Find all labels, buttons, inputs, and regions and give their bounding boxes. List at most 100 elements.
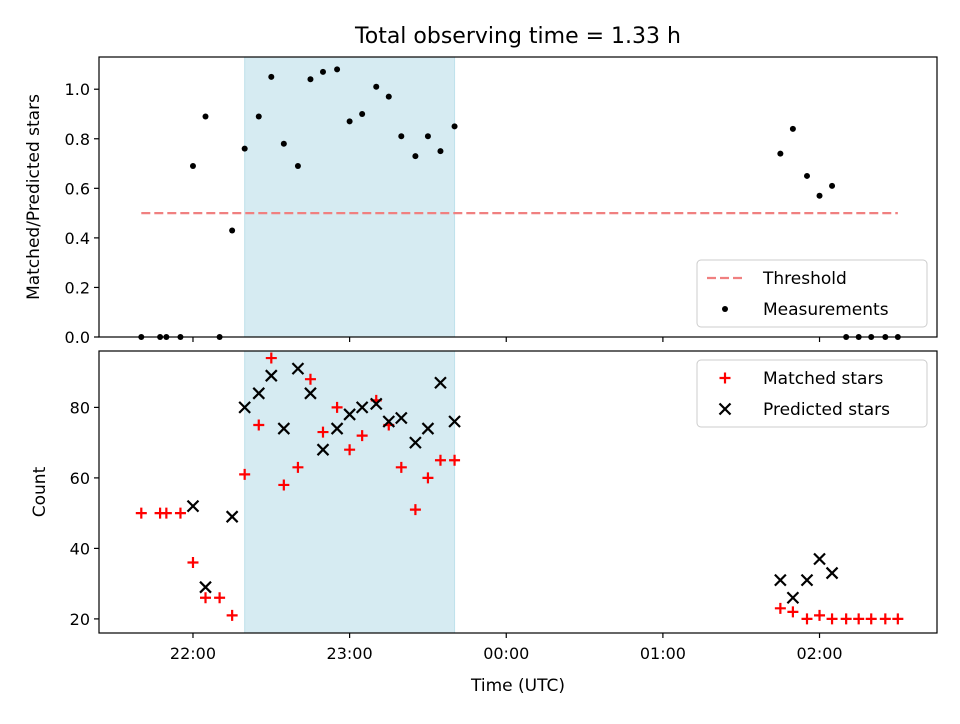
matched-point: [892, 613, 904, 625]
matched-point: [826, 613, 838, 625]
legend-matched-swatch: [719, 372, 731, 384]
series-predicted-stars: [186, 362, 839, 605]
measurement-point: [829, 182, 836, 189]
predicted-point: [800, 573, 814, 587]
matched-point: [865, 613, 877, 625]
predicted-point: [304, 387, 317, 400]
predicted-point: [199, 580, 212, 594]
y-tick-label: 40: [70, 539, 90, 558]
x-tick-label: 23:00: [327, 644, 373, 663]
legend-measurement-swatch: [722, 306, 728, 312]
matched-point: [840, 613, 852, 625]
predicted-point: [355, 401, 369, 414]
matched-point: [395, 461, 407, 473]
legend-label: Threshold: [762, 269, 847, 289]
matched-point: [135, 507, 147, 519]
matched-point: [200, 592, 212, 604]
measurement-point: [241, 145, 248, 152]
matched-point: [174, 507, 186, 519]
measurement-point: [451, 123, 458, 130]
chart-title: Total observing time = 1.33 h: [354, 24, 681, 49]
matched-point: [422, 472, 434, 484]
predicted-point: [238, 401, 251, 414]
predicted-point: [225, 510, 239, 523]
top-panel: 0.0 0.2 0.4 0.6 0.8 1.0 Matched/Predicted star…: [24, 56, 938, 347]
measurement-point: [373, 83, 380, 90]
measurement-point: [294, 163, 301, 170]
y-tick-label: 0.6: [65, 179, 90, 198]
measurement-point: [319, 68, 326, 75]
matched-point: [344, 444, 356, 456]
predicted-point: [434, 376, 447, 390]
predicted-point: [409, 436, 422, 449]
predicted-point: [813, 552, 826, 566]
measurement-point: [255, 113, 262, 120]
measurement-point: [359, 110, 366, 117]
predicted-point: [774, 573, 787, 587]
measurement-point: [803, 172, 810, 179]
predicted-point: [277, 422, 291, 435]
predicted-point: [316, 443, 330, 456]
predicted-point: [186, 499, 200, 513]
y-tick-label: 0.0: [65, 328, 90, 347]
measurement-point: [398, 133, 405, 140]
measurement-point: [424, 133, 431, 140]
predicted-point: [343, 408, 356, 421]
predicted-point: [421, 422, 435, 435]
y-tick-label: 0.4: [65, 229, 90, 248]
x-tick-label: 22:00: [170, 644, 216, 663]
y-tick-label: 0.2: [65, 278, 90, 297]
x-tick-label: 01:00: [640, 644, 686, 663]
measurement-point: [334, 66, 341, 73]
shaded-observing-span: [244, 350, 456, 634]
predicted-point: [330, 422, 344, 435]
matched-point: [226, 609, 238, 621]
y-tick-label: 1.0: [65, 80, 90, 99]
matched-point: [304, 373, 316, 385]
series-measurements: [138, 66, 901, 340]
predicted-point: [265, 369, 278, 382]
predicted-point: [825, 566, 839, 580]
matched-point: [278, 479, 290, 491]
axes-frame: [98, 56, 938, 338]
y-tick-label: 60: [70, 469, 90, 488]
matched-point: [292, 461, 304, 473]
measurement-point: [346, 118, 353, 125]
matched-point: [853, 613, 865, 625]
matched-point: [160, 507, 172, 519]
matched-point: [774, 602, 786, 614]
predicted-point: [395, 411, 408, 425]
y-axis-label: Count: [30, 466, 50, 517]
measurement-point: [437, 148, 444, 155]
predicted-point: [448, 415, 461, 428]
matched-point: [787, 606, 799, 618]
legend-label: Measurements: [763, 300, 889, 320]
matched-point: [265, 352, 277, 364]
axes-frame: [98, 350, 938, 634]
bottom-panel: 20 40 60 80 22:00 23:00 00:00 01:00 02:00 Count Ti…: [30, 350, 938, 696]
matched-point: [331, 401, 343, 413]
legend-predicted-swatch: [718, 402, 732, 416]
matched-point: [239, 468, 251, 480]
x-tick-label: 02:00: [796, 644, 842, 663]
legend-box: [696, 259, 928, 328]
matched-point: [409, 504, 421, 516]
predicted-point: [369, 397, 383, 411]
measurement-point: [280, 140, 287, 147]
measurement-point: [412, 153, 419, 160]
matched-point: [214, 592, 226, 604]
x-tick-label: 00:00: [483, 644, 529, 663]
matched-point: [356, 430, 368, 442]
measurement-point: [777, 150, 784, 157]
measurement-point: [268, 73, 275, 80]
predicted-point: [382, 415, 396, 428]
matched-point: [434, 454, 446, 466]
legend-label: Predicted stars: [763, 400, 890, 420]
measurement-point: [789, 125, 796, 132]
predicted-point: [786, 591, 800, 605]
y-tick-label: 80: [70, 398, 90, 417]
shaded-observing-span: [244, 56, 456, 338]
x-axis-label: Time (UTC): [470, 676, 565, 696]
